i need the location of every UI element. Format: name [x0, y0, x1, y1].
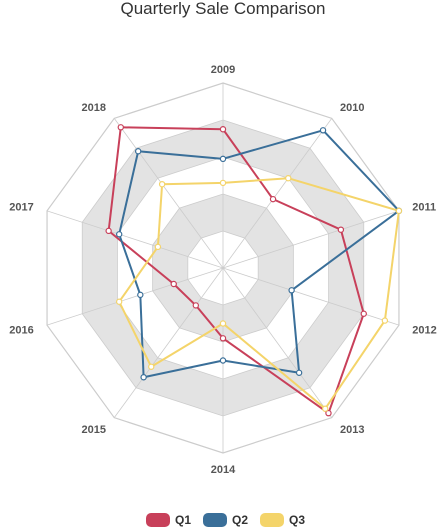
grid-spoke [113, 118, 224, 269]
legend-label-q2: Q2 [232, 513, 248, 527]
data-point-q1-2011[interactable] [337, 226, 345, 233]
data-point-q1-2009[interactable] [219, 126, 227, 133]
category-label-2013: 2013 [340, 424, 364, 436]
data-point-q3-2016[interactable] [115, 298, 123, 305]
data-point-q2-2013[interactable] [295, 369, 303, 376]
grid-band [152, 194, 294, 342]
chart-title: Quarterly Sale Comparison [120, 0, 325, 18]
data-point-q2-2015[interactable] [140, 374, 147, 381]
data-point-q1-2010[interactable] [269, 195, 277, 203]
category-label-2018: 2018 [82, 102, 106, 114]
grid-spoke [222, 210, 400, 269]
grid-spoke [46, 210, 224, 269]
data-point-q1-2014[interactable] [219, 335, 227, 342]
series-points [105, 124, 403, 417]
data-point-q2-2012[interactable] [288, 287, 295, 294]
legend-item-q3[interactable]: Q3 [260, 513, 305, 527]
data-point-q2-2009[interactable] [219, 155, 227, 163]
grid-spoke [222, 267, 400, 326]
category-label-2012: 2012 [412, 324, 436, 336]
data-point-q2-2018[interactable] [134, 148, 142, 155]
grid-spoke [222, 267, 333, 418]
data-point-q2-2010[interactable] [319, 127, 327, 134]
category-label-2017: 2017 [9, 202, 33, 214]
data-point-q3-2014[interactable] [219, 320, 227, 327]
data-point-q3-2011[interactable] [395, 207, 403, 215]
data-point-q1-2017[interactable] [105, 227, 112, 235]
legend-item-q2[interactable]: Q2 [203, 513, 248, 527]
data-point-q1-2018[interactable] [117, 124, 124, 131]
legend-label-q3: Q3 [289, 513, 305, 527]
data-point-q2-2016[interactable] [137, 291, 144, 299]
data-point-q3-2009[interactable] [219, 179, 227, 187]
category-label-2014: 2014 [211, 464, 236, 476]
legend-item-q1[interactable]: Q1 [146, 513, 191, 527]
grid-lines [46, 82, 400, 454]
data-point-q1-2016[interactable] [170, 280, 177, 288]
category-label-2010: 2010 [340, 102, 364, 114]
data-point-q1-2012[interactable] [360, 310, 367, 317]
data-point-q3-2012[interactable] [381, 317, 389, 324]
category-label-2015: 2015 [82, 424, 106, 436]
data-point-q3-2018[interactable] [158, 180, 166, 188]
legend-swatch-q2 [203, 513, 227, 527]
category-label-2011: 2011 [412, 202, 436, 214]
legend-label-q1: Q1 [175, 513, 191, 527]
grid-spoke [222, 118, 333, 269]
data-point-q3-2017[interactable] [154, 243, 162, 251]
data-point-q1-2015[interactable] [192, 302, 200, 309]
legend-swatch-q1 [146, 513, 170, 527]
legend-swatch-q3 [260, 513, 284, 527]
grid-spoke [46, 267, 224, 326]
category-label-2009: 2009 [211, 64, 235, 76]
data-point-q3-2013[interactable] [322, 405, 329, 412]
category-label-2016: 2016 [9, 324, 33, 336]
grid-bands [82, 120, 364, 416]
data-point-q1-2013[interactable] [325, 409, 332, 417]
data-point-q2-2017[interactable] [115, 231, 123, 238]
data-point-q3-2015[interactable] [148, 363, 155, 370]
category-labels: 2009 2010 2011 2012 2013 2014 2015 2016 2017 2018 [9, 64, 436, 476]
grid-spoke [113, 267, 224, 418]
data-point-q2-2014[interactable] [219, 357, 227, 364]
legend[interactable]: Q1 Q2 Q3 [146, 513, 305, 527]
data-point-q3-2010[interactable] [285, 174, 292, 182]
